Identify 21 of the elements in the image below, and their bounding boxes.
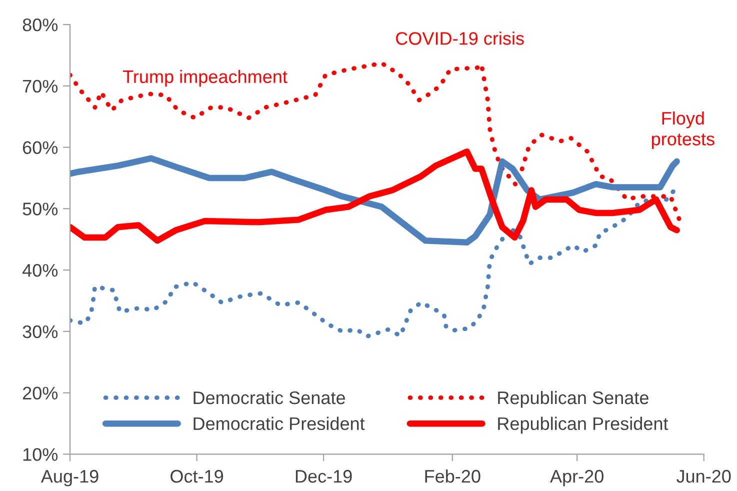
y-tick-label: 60%: [22, 141, 58, 154]
x-tick-label: Jun-20: [676, 470, 731, 483]
annotation: Trump impeachment: [122, 70, 288, 87]
y-tick-label: 80%: [22, 18, 58, 32]
y-tick-label: 20%: [22, 386, 58, 400]
x-tick-label: Aug-19: [40, 470, 98, 486]
y-tick-label: 50%: [22, 202, 58, 216]
y-tick-label: 70%: [23, 80, 58, 93]
x-tick-label: Apr-20: [550, 470, 604, 486]
legend-label: Democratic President: [194, 416, 365, 430]
x-tick-label: Oct-19: [170, 470, 224, 483]
annotation: Floyd protests: [652, 111, 714, 150]
x-tick-label: Feb-20: [425, 469, 480, 483]
legend-label: Republican President: [498, 416, 668, 434]
annotation: COVID-19 crisis: [396, 32, 524, 45]
legend-label: Republican Senate: [498, 390, 648, 408]
x-tick-label: Dec-19: [296, 470, 352, 483]
y-tick-label: 40%: [22, 264, 58, 277]
y-tick-label: 10%: [23, 448, 58, 461]
y-tick-label: 30%: [22, 325, 58, 338]
legend-label: Democratic Senate: [194, 390, 345, 404]
